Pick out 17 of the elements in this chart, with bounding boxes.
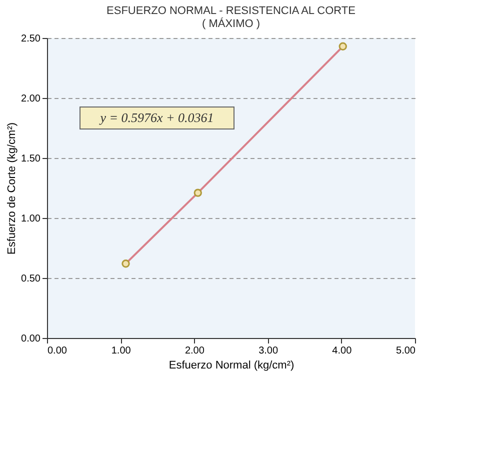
chart-title: ESFUERZO NORMAL - RESISTENCIA AL CORTE	[106, 5, 356, 17]
x-tick-label: 2.00	[184, 346, 205, 356]
y-tick-label: 2.50	[21, 34, 41, 44]
y-axis-title: Esfuerzo de Corte (kg/cm²)	[6, 122, 18, 255]
x-tick-label: 5.00	[396, 346, 416, 356]
x-tick-label: 4.00	[332, 346, 352, 356]
y-tick-label: 1.00	[21, 214, 41, 224]
annotation: y = 0.5976x + 0.0361	[98, 110, 214, 125]
x-axis-title: Esfuerzo Normal (kg/cm²)	[168, 360, 294, 372]
x-tick-label: 0.00	[48, 346, 68, 356]
chart-subtitle: ( MÁXIMO )	[202, 17, 260, 30]
y-tick-label: 1.50	[21, 154, 41, 164]
y-tick-label: 2.00	[21, 94, 41, 104]
y-tick-label: 0.50	[21, 274, 41, 284]
x-tick-label: 3.00	[258, 346, 278, 356]
x-tick-label: 1.00	[111, 346, 132, 356]
y-tick-label: 0.00	[21, 334, 41, 344]
